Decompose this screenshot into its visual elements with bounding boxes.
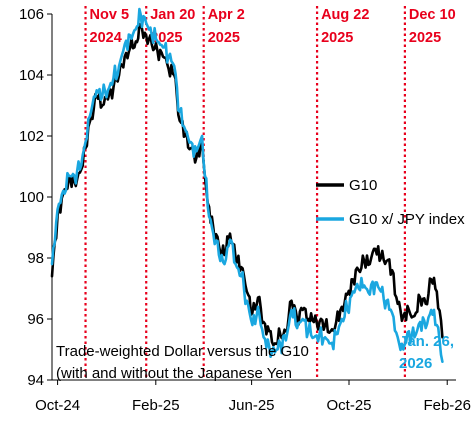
x-tick-label: Feb-26: [423, 397, 471, 414]
event-label-line2: 2025: [208, 30, 240, 46]
end-label-line1: Jan. 26,: [399, 333, 454, 350]
y-tick-label: 96: [27, 311, 44, 328]
series-line-g10: [50, 22, 444, 347]
event-label-line1: Jan 20: [150, 7, 195, 23]
legend-label: G10 x/ JPY index: [349, 211, 465, 228]
annotation-line1: Trade-weighted Dollar versus the G10: [56, 343, 309, 360]
x-tick-label: Oct-25: [327, 397, 372, 414]
y-tick-label: 98: [27, 250, 44, 267]
x-tick-label: Jun-25: [229, 397, 275, 414]
event-label-line1: Apr 2: [208, 7, 245, 23]
event-markers: Nov 5 2024 Jan 20 2025 Apr 2 2025 Aug 22 2025 De…: [84, 6, 456, 380]
y-tick-label: 100: [19, 189, 44, 206]
event-label-line2: 2025: [321, 30, 353, 46]
legend-item-g10: G10: [316, 177, 377, 194]
annotations: Trade-weighted Dollar versus the G10 (wit…: [56, 333, 454, 382]
event-label-line2: 2024: [90, 30, 122, 46]
y-tick-label: 106: [19, 6, 44, 23]
x-tick-label: Feb-25: [132, 397, 180, 414]
event-label-line2: 2025: [409, 30, 441, 46]
annotation-line2: (with and without the Japanese Yen: [56, 365, 292, 382]
legend-item-g10-ex-jpy: G10 x/ JPY index: [316, 211, 465, 228]
x-tick-label: Oct-24: [35, 397, 80, 414]
event-label-line1: Dec 10: [409, 7, 456, 23]
axes: 94 96 98 100 102 104 106 Oct-24 Feb-25 Jun-25 Oct-…: [19, 6, 471, 414]
event-label-line1: Aug 22: [321, 7, 369, 23]
y-tick-label: 104: [19, 67, 44, 84]
legend-label: G10: [349, 177, 377, 194]
series-line-g10-ex-jpy: [50, 7, 444, 363]
y-tick-label: 94: [27, 372, 44, 389]
end-label-line2: 2026: [399, 355, 432, 372]
series-lines: [50, 7, 444, 363]
legend: G10 G10 x/ JPY index: [316, 177, 465, 228]
y-tick-label: 102: [19, 128, 44, 145]
event-label-line1: Nov 5: [90, 7, 130, 23]
